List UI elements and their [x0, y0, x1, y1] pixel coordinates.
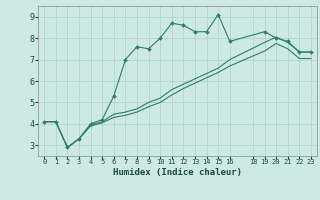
X-axis label: Humidex (Indice chaleur): Humidex (Indice chaleur)	[113, 168, 242, 177]
